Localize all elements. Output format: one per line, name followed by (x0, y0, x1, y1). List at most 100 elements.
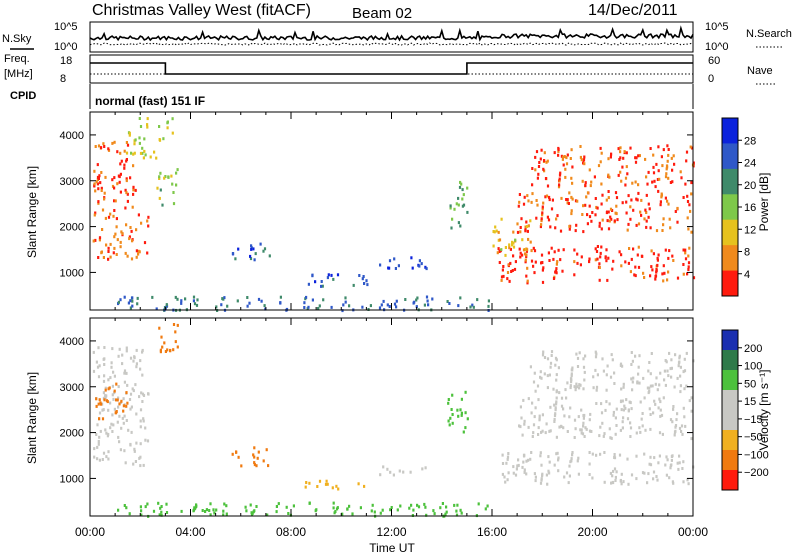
data-cell (121, 353, 124, 357)
data-cell (692, 276, 696, 280)
data-cell (532, 246, 535, 250)
data-cell (566, 201, 569, 205)
data-cell (450, 226, 453, 230)
data-cell (600, 245, 603, 249)
power-frame (89, 111, 694, 311)
data-cell (628, 247, 631, 250)
data-cell (684, 251, 687, 255)
data-cell (607, 256, 610, 260)
data-cell (619, 400, 623, 404)
colorbar-tick-label: −15 (744, 414, 763, 426)
data-cell (158, 125, 161, 128)
data-cell (571, 197, 574, 201)
data-cell (613, 456, 617, 460)
data-cell (382, 465, 385, 469)
data-cell (555, 217, 558, 221)
data-cell (527, 425, 530, 429)
data-cell (574, 199, 578, 203)
freq-tick-bottom: 8 (60, 73, 66, 85)
data-cell (393, 257, 396, 261)
data-cell (609, 375, 613, 379)
data-cell (506, 271, 510, 274)
data-cell (234, 257, 237, 261)
data-cell (460, 182, 463, 186)
data-cell (682, 406, 685, 410)
data-cell (582, 161, 585, 165)
data-cell (664, 248, 667, 252)
data-cell (565, 198, 568, 201)
data-cell (222, 509, 225, 513)
data-cell (119, 448, 122, 452)
data-cell (665, 164, 669, 168)
data-cell (425, 513, 428, 517)
data-cell (571, 453, 574, 457)
data-cell (607, 157, 610, 161)
data-cell (104, 396, 107, 400)
data-cell (497, 247, 500, 251)
data-cell (563, 414, 566, 418)
data-cell (686, 216, 689, 220)
data-cell (497, 238, 500, 242)
y-tick-label: 2000 (60, 222, 84, 234)
data-cell (113, 389, 116, 393)
sky-search-panel: N.Sky 10^5 10^0 10^5 10^0 N.Search (2, 21, 792, 53)
data-cell (98, 417, 101, 421)
data-cell (518, 247, 521, 251)
data-cell (101, 208, 105, 212)
data-cell (455, 202, 458, 206)
y-tick-label: 4000 (60, 130, 84, 142)
data-cell (512, 465, 515, 469)
data-cell (357, 482, 360, 486)
data-cell (144, 153, 147, 157)
data-cell (521, 253, 524, 257)
data-cell (509, 247, 512, 251)
data-cell (135, 441, 138, 445)
data-cell (525, 472, 528, 476)
colorbar-tick-label: 15 (744, 396, 756, 408)
data-cell (575, 382, 578, 386)
data-cell (672, 405, 675, 408)
data-cell (322, 298, 325, 302)
data-cell (455, 509, 458, 513)
data-cell (250, 247, 253, 251)
data-cell (655, 270, 658, 274)
data-cell (546, 215, 549, 219)
data-cell (632, 247, 635, 251)
data-cell (530, 451, 533, 454)
data-cell (589, 412, 592, 416)
nave-label: Nave (747, 65, 773, 77)
data-cell (132, 152, 135, 156)
data-cell (176, 345, 179, 349)
power-data (92, 117, 696, 313)
data-cell (591, 211, 594, 214)
data-cell (538, 161, 541, 164)
data-cell (554, 363, 557, 367)
data-cell (518, 424, 521, 428)
data-cell (599, 255, 602, 259)
data-cell (237, 247, 240, 251)
data-cell (598, 221, 601, 225)
data-cell (305, 481, 308, 484)
data-cell (608, 427, 611, 431)
data-cell (155, 307, 158, 311)
data-cell (444, 512, 447, 516)
data-cell (546, 374, 549, 378)
data-cell (101, 458, 104, 461)
data-cell (611, 358, 614, 362)
data-cell (622, 416, 625, 420)
data-cell (97, 201, 100, 205)
data-cell (616, 218, 619, 222)
data-cell (666, 144, 669, 148)
data-cell (603, 480, 606, 484)
data-cell (609, 215, 612, 219)
data-cell (648, 386, 651, 390)
data-cell (588, 473, 591, 476)
data-cell (643, 452, 646, 456)
data-cell (619, 156, 622, 160)
data-cell (451, 393, 454, 397)
data-cell (526, 266, 529, 270)
velocity-x-ticks (89, 318, 694, 516)
data-cell (370, 509, 373, 513)
data-cell (461, 188, 464, 192)
